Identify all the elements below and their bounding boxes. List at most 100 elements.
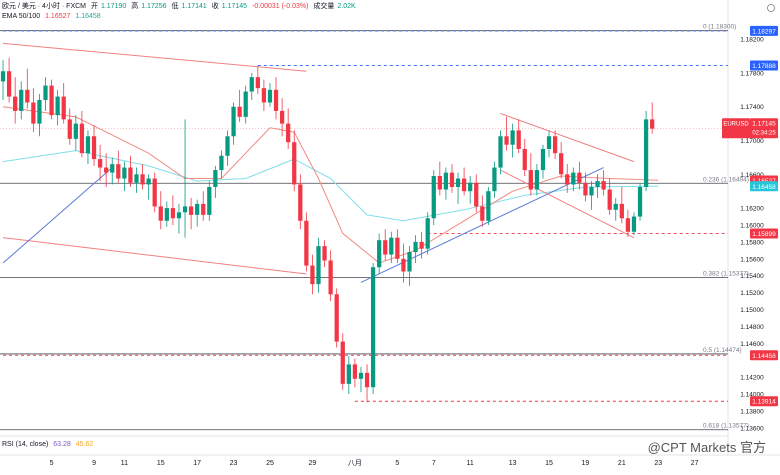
ema-legend[interactable]: EMA 50/100 1.16527 1.16458 <box>2 12 104 21</box>
candle-body <box>583 182 588 196</box>
high-label: 高 <box>131 3 139 10</box>
candle-body <box>134 174 139 183</box>
candle-body <box>516 130 521 149</box>
candle-body <box>255 77 260 89</box>
close-label: 收 <box>211 3 219 10</box>
candle-body <box>79 123 85 154</box>
candle-body <box>377 240 382 268</box>
candle-body <box>104 167 109 173</box>
candle-body <box>528 170 533 190</box>
symbol-header: 欧元 / 美元 · 4小时 · FXCM 开 1.17190 高 1.17256 低… <box>2 2 359 11</box>
volume-label: 成交量 <box>313 3 335 10</box>
candle-body <box>504 136 509 145</box>
candle-body <box>188 206 194 215</box>
price-badge-text: 1.17145 <box>752 120 776 127</box>
symbol-badge-label: EURUSD <box>723 121 749 127</box>
candle-body <box>449 172 455 187</box>
candle-body <box>243 91 248 117</box>
trendline <box>2 42 307 72</box>
candle-body <box>170 208 176 219</box>
candle-body <box>310 265 315 285</box>
candle-body <box>510 130 515 145</box>
candle-body <box>25 89 30 103</box>
rsi-value-2: 45.62 <box>75 441 94 448</box>
x-tick-label: 7 <box>432 460 436 467</box>
price-badge-text: 1.18297 <box>752 28 776 35</box>
candle-body <box>358 372 364 379</box>
candle-body <box>116 164 121 179</box>
candle-body <box>182 206 188 213</box>
candle-body <box>316 246 321 285</box>
candle-body <box>225 136 230 156</box>
candle-body <box>146 178 151 185</box>
candle-body <box>607 189 612 210</box>
fib-level-label: 0 (1.18300) <box>703 24 736 31</box>
price-badge-bg <box>750 60 778 71</box>
candle-body <box>267 89 273 103</box>
price-badge-bg <box>750 118 778 139</box>
candle-body <box>364 372 370 388</box>
candle-body <box>431 175 436 219</box>
candle-body <box>589 186 594 196</box>
x-tick-label: 29 <box>309 460 317 467</box>
y-tick-label: 1.15600 <box>740 256 764 263</box>
x-tick-label: 15 <box>157 460 165 467</box>
candle-body <box>164 208 169 221</box>
candle-body <box>474 182 479 207</box>
x-tick-label: 15 <box>545 460 553 467</box>
y-tick-label: 1.14200 <box>740 375 764 382</box>
x-tick-label: 9 <box>92 460 96 467</box>
y-tick-label: 1.17000 <box>740 138 764 145</box>
candle-body <box>552 136 558 154</box>
ema50-value: 1.16527 <box>45 13 71 20</box>
candle-body <box>152 178 157 207</box>
candle-body <box>110 164 115 173</box>
ema-label: EMA 50/100 <box>2 13 41 20</box>
rsi-label: RSI (14, close) <box>2 441 49 448</box>
x-tick-label: 13 <box>509 460 517 467</box>
price-badge-bg <box>750 181 778 192</box>
candle-body <box>55 96 60 116</box>
high-value: 1.17256 <box>141 3 167 10</box>
volume-value: 2.02K <box>337 3 356 10</box>
x-tick-label: 5 <box>395 460 399 467</box>
candle-body <box>425 218 430 249</box>
candle-body <box>540 148 546 171</box>
y-tick-label: 1.13600 <box>740 425 764 432</box>
candle-body <box>534 170 540 190</box>
candle-body <box>631 216 637 232</box>
low-label: 低 <box>171 3 179 10</box>
candle-body <box>461 178 467 192</box>
rsi-legend[interactable]: RSI (14, close) 63.28 45.62 <box>2 440 96 449</box>
candle-body <box>595 181 600 187</box>
fib-level-label: 0.382 (1.15377) <box>703 271 749 278</box>
candle-body <box>19 89 24 111</box>
y-tick-label: 1.15400 <box>740 273 764 280</box>
candle-body <box>273 89 279 111</box>
candle-body <box>437 175 442 190</box>
x-tick-label: 17 <box>193 460 201 467</box>
y-tick-label: 1.17800 <box>740 70 764 77</box>
candle-body <box>571 172 576 185</box>
candle-body <box>389 237 394 255</box>
candle-body <box>176 212 182 219</box>
candle-body <box>625 218 631 232</box>
change-value: -0.00031 (-0.03%) <box>252 3 309 10</box>
candle-body <box>292 142 297 185</box>
candle-body <box>49 85 54 116</box>
candle-body <box>0 71 6 82</box>
ema100-line <box>2 150 659 222</box>
x-tick-label: 八月 <box>348 459 362 467</box>
candle-body <box>480 206 485 221</box>
x-tick-label: 21 <box>618 460 626 467</box>
price-badge-text: 1.16458 <box>752 184 776 191</box>
ema100-value: 1.16458 <box>75 13 101 20</box>
candle-body <box>201 203 206 215</box>
symbol-title[interactable]: 欧元 / 美元 · 4小时 · FXCM <box>2 3 86 10</box>
candle-body <box>128 167 133 183</box>
candle-body <box>298 184 303 221</box>
trendline <box>2 167 113 264</box>
candle-body <box>637 186 643 217</box>
